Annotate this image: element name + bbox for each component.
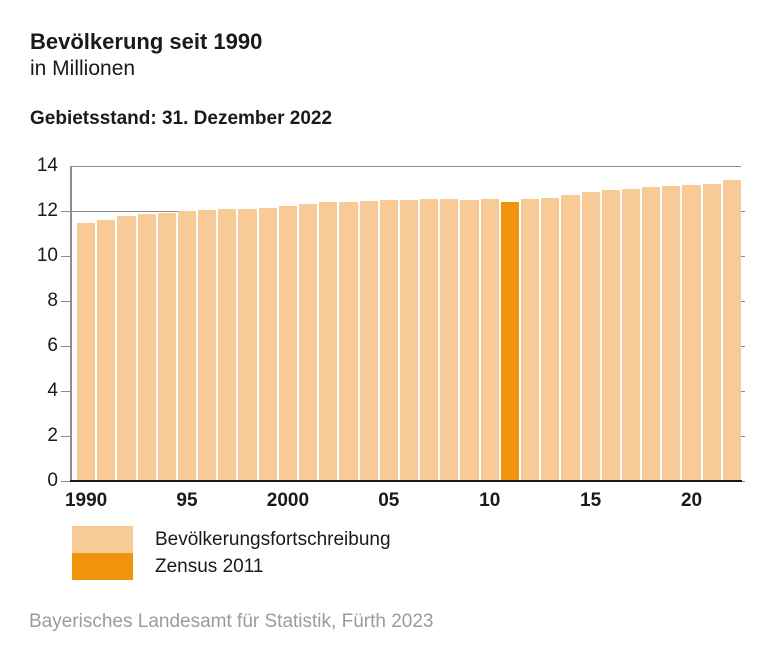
bar-2021 bbox=[702, 184, 721, 481]
page-title: Bevölkerung seit 1990 bbox=[30, 29, 263, 54]
y-axis-label-12: 12 bbox=[36, 200, 58, 221]
x-axis-label-2005: 05 bbox=[378, 490, 400, 511]
bar-2014 bbox=[561, 195, 580, 481]
bar-2004 bbox=[359, 201, 378, 481]
x-axis-label-1990: 1990 bbox=[64, 490, 108, 511]
y-tick-left-12 bbox=[61, 211, 71, 212]
territorial-status-note: Gebietsstand: 31. Dezember 2022 bbox=[30, 108, 333, 129]
y-axis-line bbox=[70, 166, 72, 481]
y-tick-right-2 bbox=[741, 436, 745, 437]
y-axis-label-6: 6 bbox=[47, 335, 58, 356]
y-tick-right-0 bbox=[741, 481, 745, 482]
bar-2020 bbox=[682, 185, 701, 481]
bar-2009 bbox=[460, 199, 479, 481]
y-axis-label-10: 10 bbox=[36, 245, 58, 266]
y-tick-left-0 bbox=[61, 481, 71, 482]
bar-2001 bbox=[299, 203, 318, 481]
bar-1990 bbox=[77, 223, 96, 481]
x-axis-label-2010: 10 bbox=[479, 490, 501, 511]
y-tick-left-6 bbox=[61, 346, 71, 347]
bar-1995 bbox=[177, 211, 197, 481]
y-axis-label-14: 14 bbox=[36, 155, 58, 176]
legend-swatches bbox=[72, 526, 133, 580]
x-axis-label-2015: 15 bbox=[580, 490, 602, 511]
bar-1993 bbox=[137, 214, 156, 481]
bar-2010 bbox=[480, 198, 499, 481]
x-axis-label-1995: 95 bbox=[176, 490, 198, 511]
gridline-12 bbox=[71, 211, 178, 212]
bar-2017 bbox=[621, 188, 641, 481]
bar-2003 bbox=[339, 201, 358, 481]
bar-2000 bbox=[278, 205, 297, 481]
bar-2006 bbox=[399, 199, 419, 481]
bar-2016 bbox=[601, 190, 620, 481]
legend-swatch-zensus bbox=[72, 553, 133, 580]
bar-2011 bbox=[500, 202, 519, 481]
y-tick-left-8 bbox=[61, 301, 71, 302]
bar-2013 bbox=[541, 197, 560, 481]
bar-1996 bbox=[198, 210, 217, 481]
y-tick-right-12 bbox=[741, 211, 745, 212]
y-tick-left-2 bbox=[61, 436, 71, 437]
legend-label-zensus: Zensus 2011 bbox=[155, 556, 264, 577]
bar-2007 bbox=[420, 199, 439, 481]
x-axis-label-2000: 2000 bbox=[266, 490, 310, 511]
bar-1998 bbox=[238, 208, 257, 481]
y-tick-right-4 bbox=[741, 391, 745, 392]
y-tick-right-10 bbox=[741, 256, 745, 257]
source-note: Bayerisches Landesamt für Statistik, Für… bbox=[29, 611, 434, 632]
page-subtitle: in Millionen bbox=[30, 57, 136, 80]
bar-2018 bbox=[642, 186, 661, 481]
y-axis-label-4: 4 bbox=[47, 380, 58, 401]
bar-2012 bbox=[521, 199, 540, 481]
bar-2015 bbox=[581, 192, 600, 481]
y-tick-right-8 bbox=[741, 301, 745, 302]
gridline-14 bbox=[71, 166, 741, 167]
legend-label-fortschreibung: Bevölkerungsfortschreibung bbox=[155, 529, 391, 550]
y-tick-left-10 bbox=[61, 256, 71, 257]
y-tick-right-6 bbox=[741, 346, 745, 347]
bar-1994 bbox=[157, 212, 176, 481]
x-axis-label-2020: 20 bbox=[680, 490, 703, 511]
legend-labels: Bevölkerungsfortschreibung Zensus 2011 bbox=[155, 526, 391, 580]
bar-1991 bbox=[97, 220, 116, 481]
legend-swatch-fortschreibung bbox=[72, 526, 133, 553]
bar-2008 bbox=[440, 199, 459, 481]
bar-2005 bbox=[379, 200, 398, 481]
bar-2019 bbox=[662, 185, 681, 481]
y-axis-label-8: 8 bbox=[47, 290, 58, 311]
bar-1992 bbox=[117, 216, 136, 481]
x-axis-baseline bbox=[70, 480, 742, 482]
legend: Bevölkerungsfortschreibung Zensus 2011 bbox=[72, 526, 391, 580]
y-axis-label-2: 2 bbox=[47, 425, 58, 446]
y-tick-left-4 bbox=[61, 391, 71, 392]
bar-1997 bbox=[218, 209, 237, 481]
bar-2002 bbox=[319, 202, 338, 481]
y-axis-label-0: 0 bbox=[47, 470, 58, 491]
bar-1999 bbox=[258, 207, 277, 481]
bar-2022 bbox=[722, 180, 741, 481]
